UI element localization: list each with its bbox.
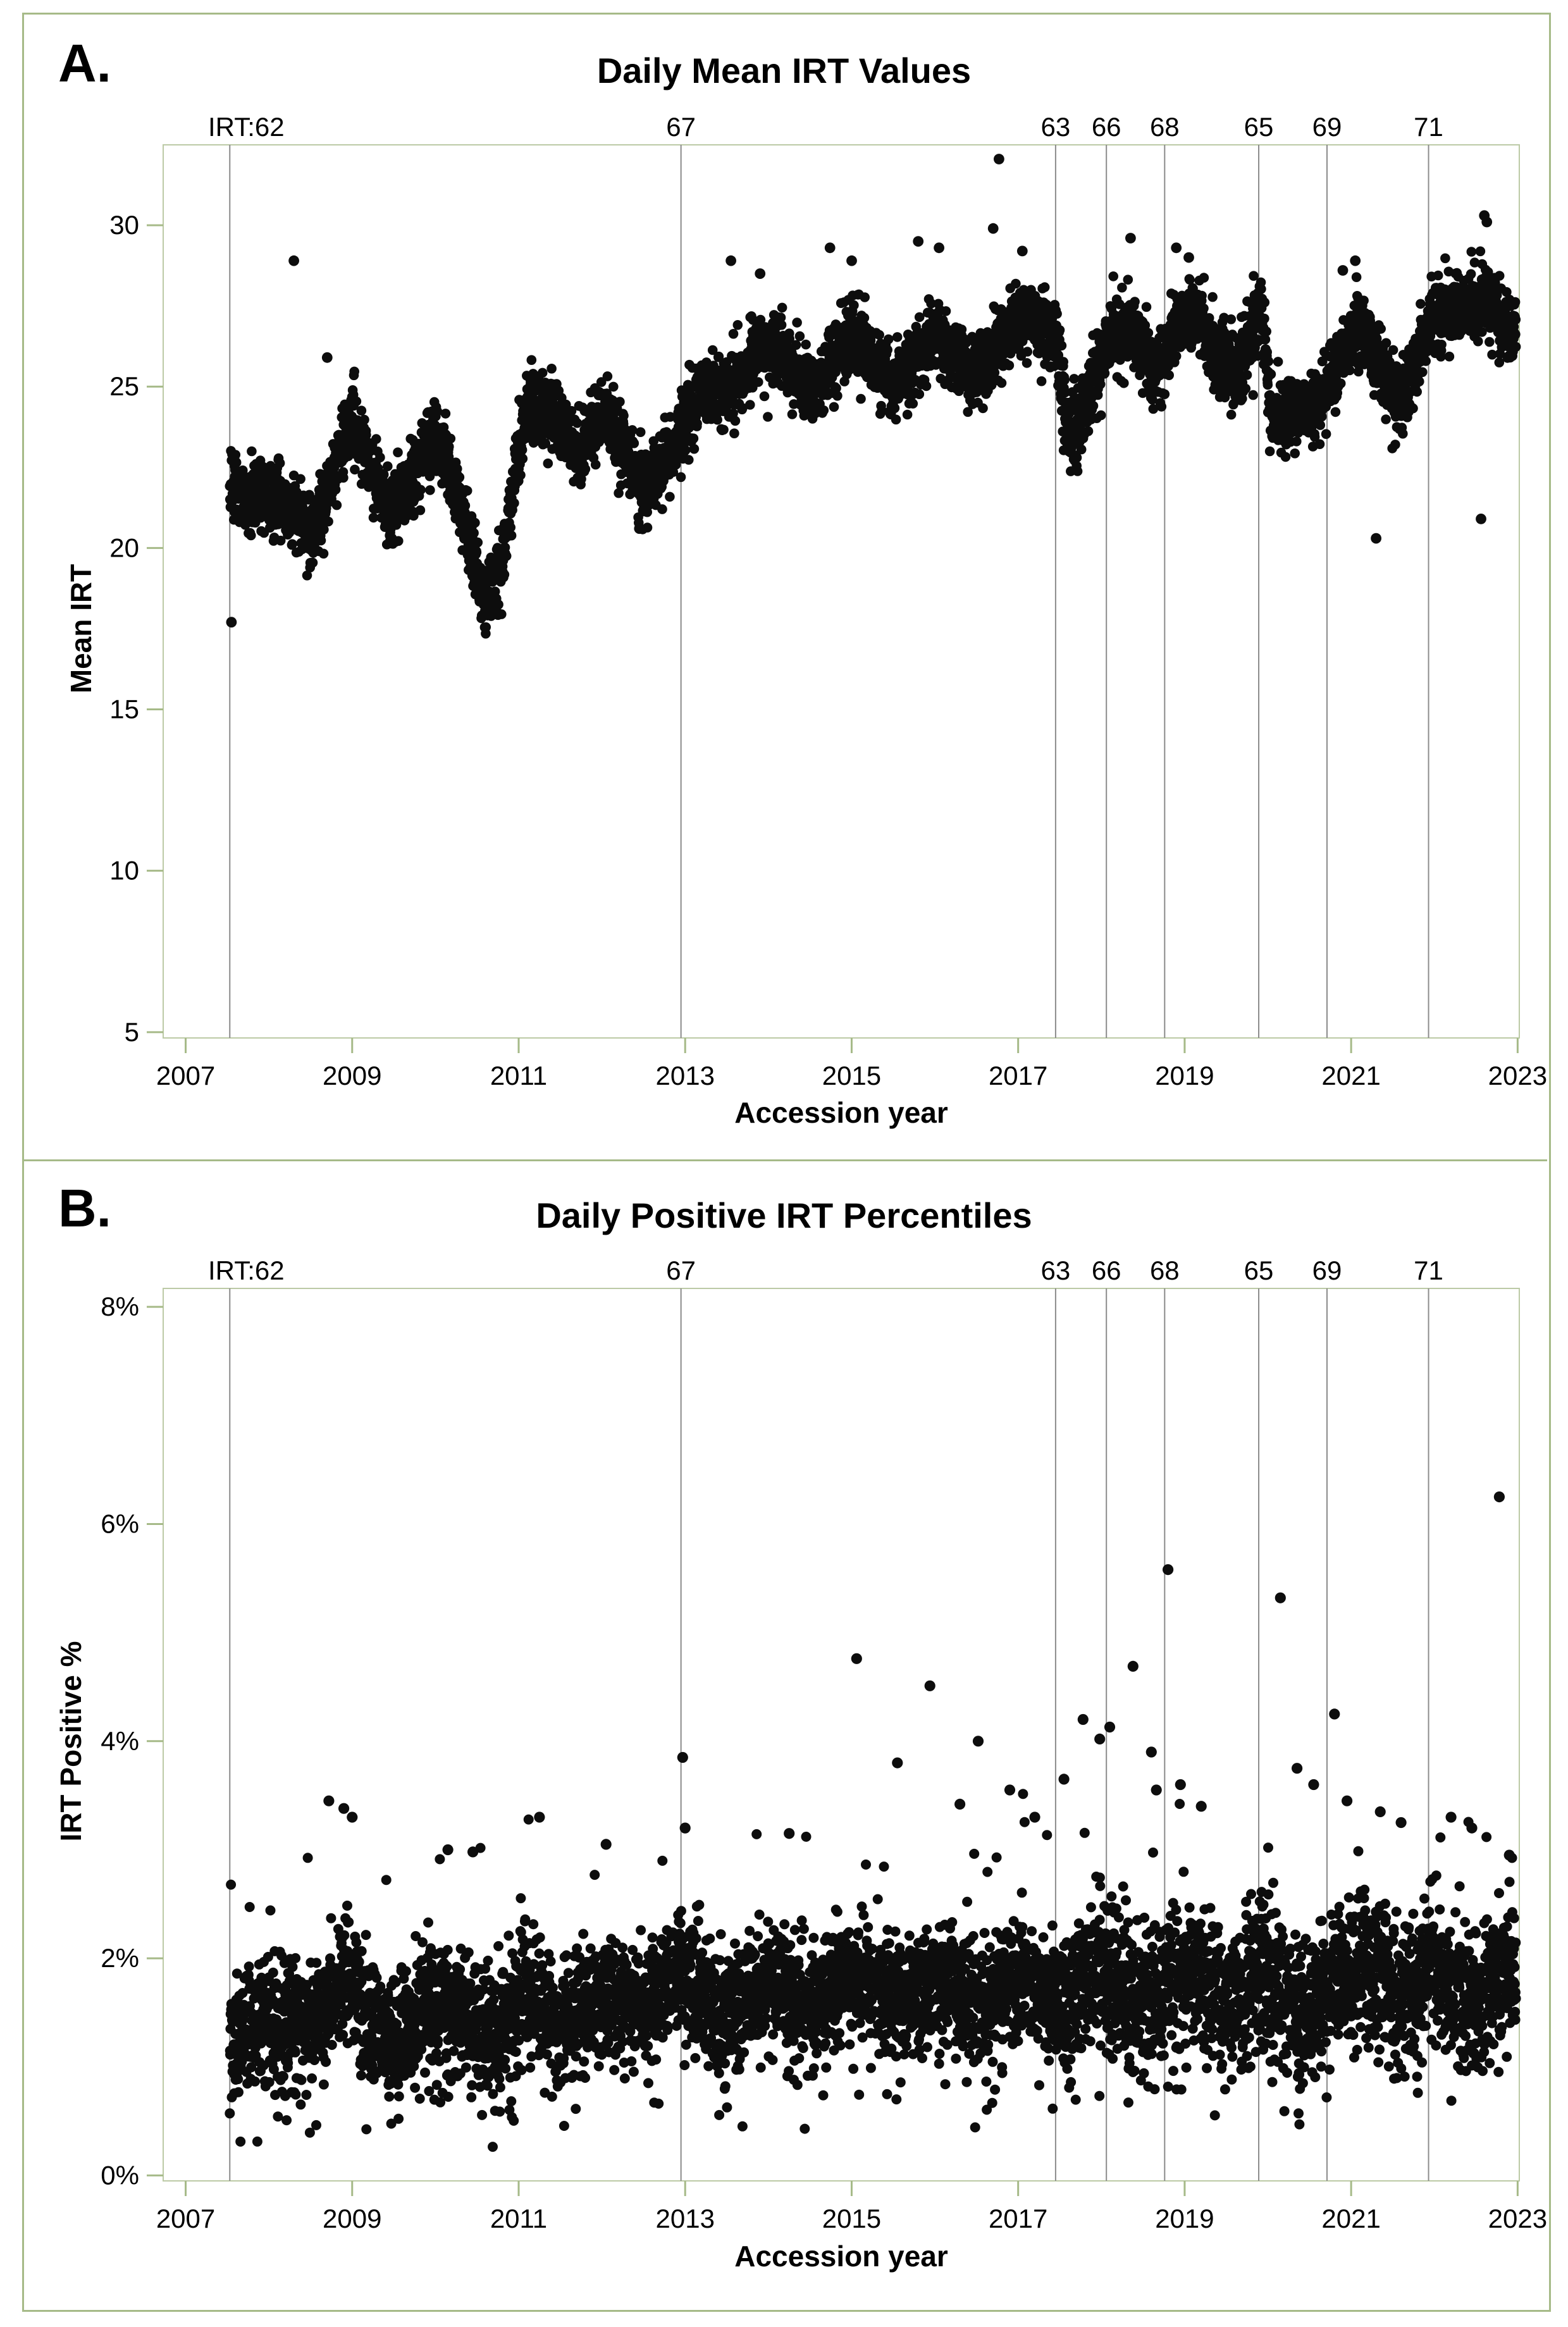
x-tick-label: 2013 bbox=[656, 1061, 715, 1090]
ref-line-label: 67 bbox=[666, 112, 696, 142]
y-axis-ticks: 5 10 15 20 25 30 bbox=[109, 210, 163, 1047]
ref-line-label: 66 bbox=[1092, 112, 1121, 142]
ref-line-label: 65 bbox=[1244, 112, 1274, 142]
panel-b-plot: IRT:62 67 63 66 68 65 69 71 2007 2009 2011 2013 2015… bbox=[101, 1256, 1547, 2233]
ref-line-label: 71 bbox=[1414, 112, 1443, 142]
ref-line-label: 69 bbox=[1312, 112, 1342, 142]
y-axis-ticks: 0% 2% 4% 6% 8% bbox=[101, 1292, 163, 2190]
x-tick-label: 2019 bbox=[1155, 2204, 1214, 2233]
y-tick-label: 0% bbox=[101, 2160, 139, 2190]
x-tick-label: 2015 bbox=[822, 1061, 881, 1090]
x-tick-label: 2009 bbox=[323, 2204, 381, 2233]
x-tick-label: 2019 bbox=[1155, 1061, 1214, 1090]
x-tick-label: 2013 bbox=[656, 2204, 715, 2233]
x-tick-label: 2017 bbox=[989, 1061, 1047, 1090]
x-tick-label: 2017 bbox=[989, 2204, 1047, 2233]
x-axis-ticks: 2007 2009 2011 2013 2015 2017 2019 2021 2023 bbox=[156, 1038, 1547, 1090]
y-tick-label: 25 bbox=[109, 371, 139, 401]
plot-frame bbox=[163, 144, 1520, 1039]
x-tick-label: 2007 bbox=[156, 2204, 215, 2233]
panel-divider-line bbox=[22, 1159, 1547, 1161]
ref-line-label: 68 bbox=[1150, 112, 1180, 142]
y-tick-label: 20 bbox=[109, 533, 139, 562]
x-tick-label: 2007 bbox=[156, 1061, 215, 1090]
x-tick-label: 2011 bbox=[490, 1061, 547, 1090]
panel-b-x-axis-label: Accession year bbox=[734, 2240, 948, 2273]
outlier-points bbox=[323, 1491, 1515, 1861]
ref-line-label: 68 bbox=[1150, 1256, 1180, 1285]
panel-b-letter: B. bbox=[58, 1178, 111, 1238]
x-tick-label: 2023 bbox=[1488, 2204, 1547, 2233]
panel-a-title: Daily Mean IRT Values bbox=[596, 51, 972, 90]
x-tick-label: 2023 bbox=[1488, 1061, 1547, 1090]
panel-a-x-axis-label: Accession year bbox=[734, 1096, 948, 1129]
ref-line-label: 66 bbox=[1092, 1256, 1121, 1285]
ref-line-label: IRT:62 bbox=[208, 1256, 285, 1285]
ref-line-label: 65 bbox=[1244, 1256, 1274, 1285]
panel-a-letter: A. bbox=[58, 34, 111, 93]
y-tick-label: 4% bbox=[101, 1726, 139, 1756]
y-tick-label: 10 bbox=[109, 856, 139, 886]
x-tick-label: 2011 bbox=[490, 2204, 547, 2233]
data-points bbox=[225, 1789, 1521, 2152]
ref-line-label: 71 bbox=[1414, 1256, 1443, 1285]
ref-line-label: 63 bbox=[1041, 112, 1071, 142]
ref-line-label: 63 bbox=[1041, 1256, 1071, 1285]
x-tick-label: 2015 bbox=[822, 2204, 881, 2233]
ref-line-label: 69 bbox=[1312, 1256, 1342, 1285]
ref-line-label: IRT:62 bbox=[208, 112, 285, 142]
x-axis-ticks: 2007 2009 2011 2013 2015 2017 2019 2021 2023 bbox=[156, 2181, 1547, 2233]
x-tick-label: 2009 bbox=[323, 1061, 381, 1090]
panel-b-title: Daily Positive IRT Percentiles bbox=[536, 1195, 1032, 1235]
y-tick-label: 15 bbox=[109, 694, 139, 724]
y-tick-label: 8% bbox=[101, 1292, 139, 1321]
irt-cutoff-ref-lines: IRT:62 67 63 66 68 65 69 71 bbox=[208, 112, 1443, 1038]
y-tick-label: 6% bbox=[101, 1509, 139, 1538]
x-tick-label: 2021 bbox=[1321, 2204, 1380, 2233]
y-tick-label: 2% bbox=[101, 1943, 139, 1973]
y-tick-label: 30 bbox=[109, 210, 139, 240]
ref-line-label: 67 bbox=[666, 1256, 696, 1285]
y-tick-label: 5 bbox=[125, 1017, 139, 1047]
plot-frame bbox=[163, 1288, 1520, 2182]
x-tick-label: 2021 bbox=[1321, 1061, 1380, 1090]
